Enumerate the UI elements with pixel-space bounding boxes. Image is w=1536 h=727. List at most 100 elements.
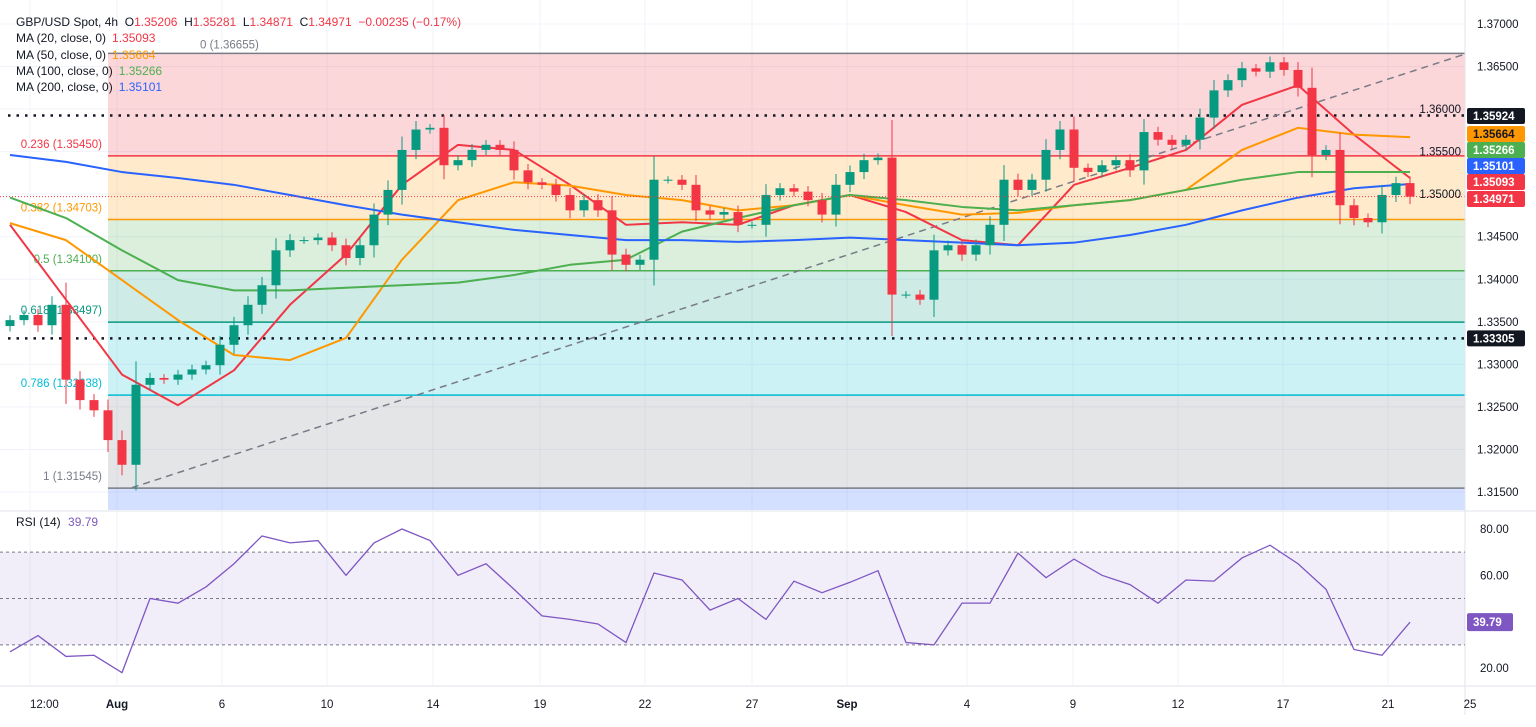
candle	[1041, 139, 1051, 192]
candle	[621, 248, 631, 272]
candle-body	[677, 179, 687, 185]
time-tick-label: 21	[1382, 699, 1395, 711]
time-tick-label: 9	[1070, 699, 1076, 711]
candle-body	[201, 365, 211, 370]
fib-level-label: 0.382 (1.34703)	[21, 202, 102, 214]
candle-body	[187, 369, 197, 375]
candle-body	[845, 172, 855, 185]
candle	[453, 155, 463, 171]
candle-body	[873, 157, 883, 161]
candle	[663, 176, 673, 184]
candle	[1237, 61, 1247, 88]
candle-body	[565, 195, 575, 211]
moving-average-line[interactable]	[9, 171, 1410, 292]
candle	[593, 194, 603, 217]
candle-body	[383, 189, 393, 215]
candle	[1223, 74, 1233, 97]
candle	[425, 123, 435, 134]
candle-body	[159, 377, 169, 380]
price-axis[interactable]: 1.37000 1.36500 1.36000 1.35500 1.35000 1.345…	[1419, 19, 1525, 499]
ma20-legend[interactable]: MA (20, close, 0) 1.35093	[16, 30, 461, 46]
candle-body	[943, 245, 953, 251]
candle-body	[1237, 68, 1247, 81]
candle-body	[19, 315, 29, 321]
candle-body	[1027, 179, 1037, 190]
moving-average-line[interactable]	[9, 154, 1411, 247]
ma200-legend[interactable]: MA (200, close, 0) 1.35101	[16, 79, 461, 95]
badge-label: 1.35093	[1473, 177, 1515, 189]
candle-body	[355, 245, 365, 258]
candle	[999, 165, 1009, 241]
candle-body	[1097, 165, 1107, 173]
candle-body	[1349, 205, 1359, 219]
candle	[411, 121, 421, 160]
candle-body	[285, 240, 295, 251]
candle-body	[985, 224, 995, 246]
time-axis[interactable]: 12:00 Aug 6 10 14 19 22 27 Sep 4 9 12 17 21 25	[30, 699, 1476, 711]
rsi-legend[interactable]: RSI (14) 39.79	[16, 515, 98, 529]
candle-body	[1223, 80, 1233, 91]
candle	[257, 276, 267, 314]
open-value: 1.35206	[134, 15, 178, 29]
candle-body	[369, 214, 379, 246]
candle-body	[229, 325, 239, 345]
candle	[1307, 67, 1317, 178]
candle	[705, 205, 715, 220]
candle	[187, 364, 197, 380]
ma-value: 1.35664	[112, 47, 156, 62]
candle	[1335, 132, 1345, 225]
candle-body	[299, 240, 309, 242]
candle	[579, 194, 589, 217]
candle-body	[691, 184, 701, 211]
candle-body	[1139, 132, 1149, 171]
candle-body	[1195, 117, 1205, 140]
candle	[747, 221, 757, 229]
trend-line[interactable]	[131, 53, 1467, 489]
fib-level-label: 0 (1.36655)	[200, 39, 259, 51]
ma-value: 1.35266	[118, 63, 163, 78]
candle-body	[579, 200, 589, 211]
candle-body	[495, 144, 505, 150]
candle-body	[537, 182, 547, 185]
candle-body	[313, 237, 323, 241]
candle-body	[1251, 68, 1261, 72]
candle-body	[1167, 139, 1177, 145]
candle-body	[887, 157, 897, 295]
price-tick-label: 1.32000	[1477, 444, 1519, 456]
ma50-legend[interactable]: MA (50, close, 0) 1.35664	[16, 47, 461, 63]
candle-body	[957, 245, 967, 255]
candle	[551, 178, 561, 202]
price-badge: 1.33305	[1467, 330, 1525, 347]
rsi-pane[interactable]: 80.00 60.00 20.00 39.79	[0, 524, 1513, 675]
candle	[201, 360, 211, 375]
candle-body	[453, 160, 463, 166]
rsi-tick-label: 20.00	[1480, 663, 1509, 675]
fibonacci-retracement[interactable]: 0 (1.36655) 0.236 (1.35450) 0.382 (1.34703…	[21, 39, 1465, 510]
candle-body	[803, 191, 813, 201]
candle	[1391, 176, 1401, 203]
candle	[915, 289, 925, 305]
time-tick-label: 22	[639, 699, 652, 711]
price-tick-label: 1.35500	[1419, 147, 1461, 159]
fib-level-label: 0.786 (1.32638)	[21, 378, 102, 390]
candle	[845, 165, 855, 193]
candle	[789, 183, 799, 197]
candle	[817, 193, 827, 223]
candle-body	[1293, 69, 1303, 88]
low-label: L	[242, 15, 250, 29]
candle	[299, 236, 309, 244]
ma100-legend[interactable]: MA (100, close, 0) 1.35266	[16, 63, 461, 79]
candle	[103, 399, 113, 453]
symbol-title[interactable]: GBP/USD Spot, 4h	[16, 15, 119, 29]
price-badge: 1.35093	[1467, 174, 1525, 190]
rsi-line[interactable]	[9, 528, 1411, 674]
time-tick-label: 25	[1464, 699, 1477, 711]
candle-body	[1209, 90, 1219, 118]
price-tick-label: 1.34500	[1477, 232, 1519, 244]
candle	[173, 369, 183, 385]
time-tick-label: Sep	[836, 699, 857, 711]
candle	[355, 238, 365, 266]
moving-average-line[interactable]	[9, 84, 1411, 407]
candle-body	[593, 200, 603, 211]
